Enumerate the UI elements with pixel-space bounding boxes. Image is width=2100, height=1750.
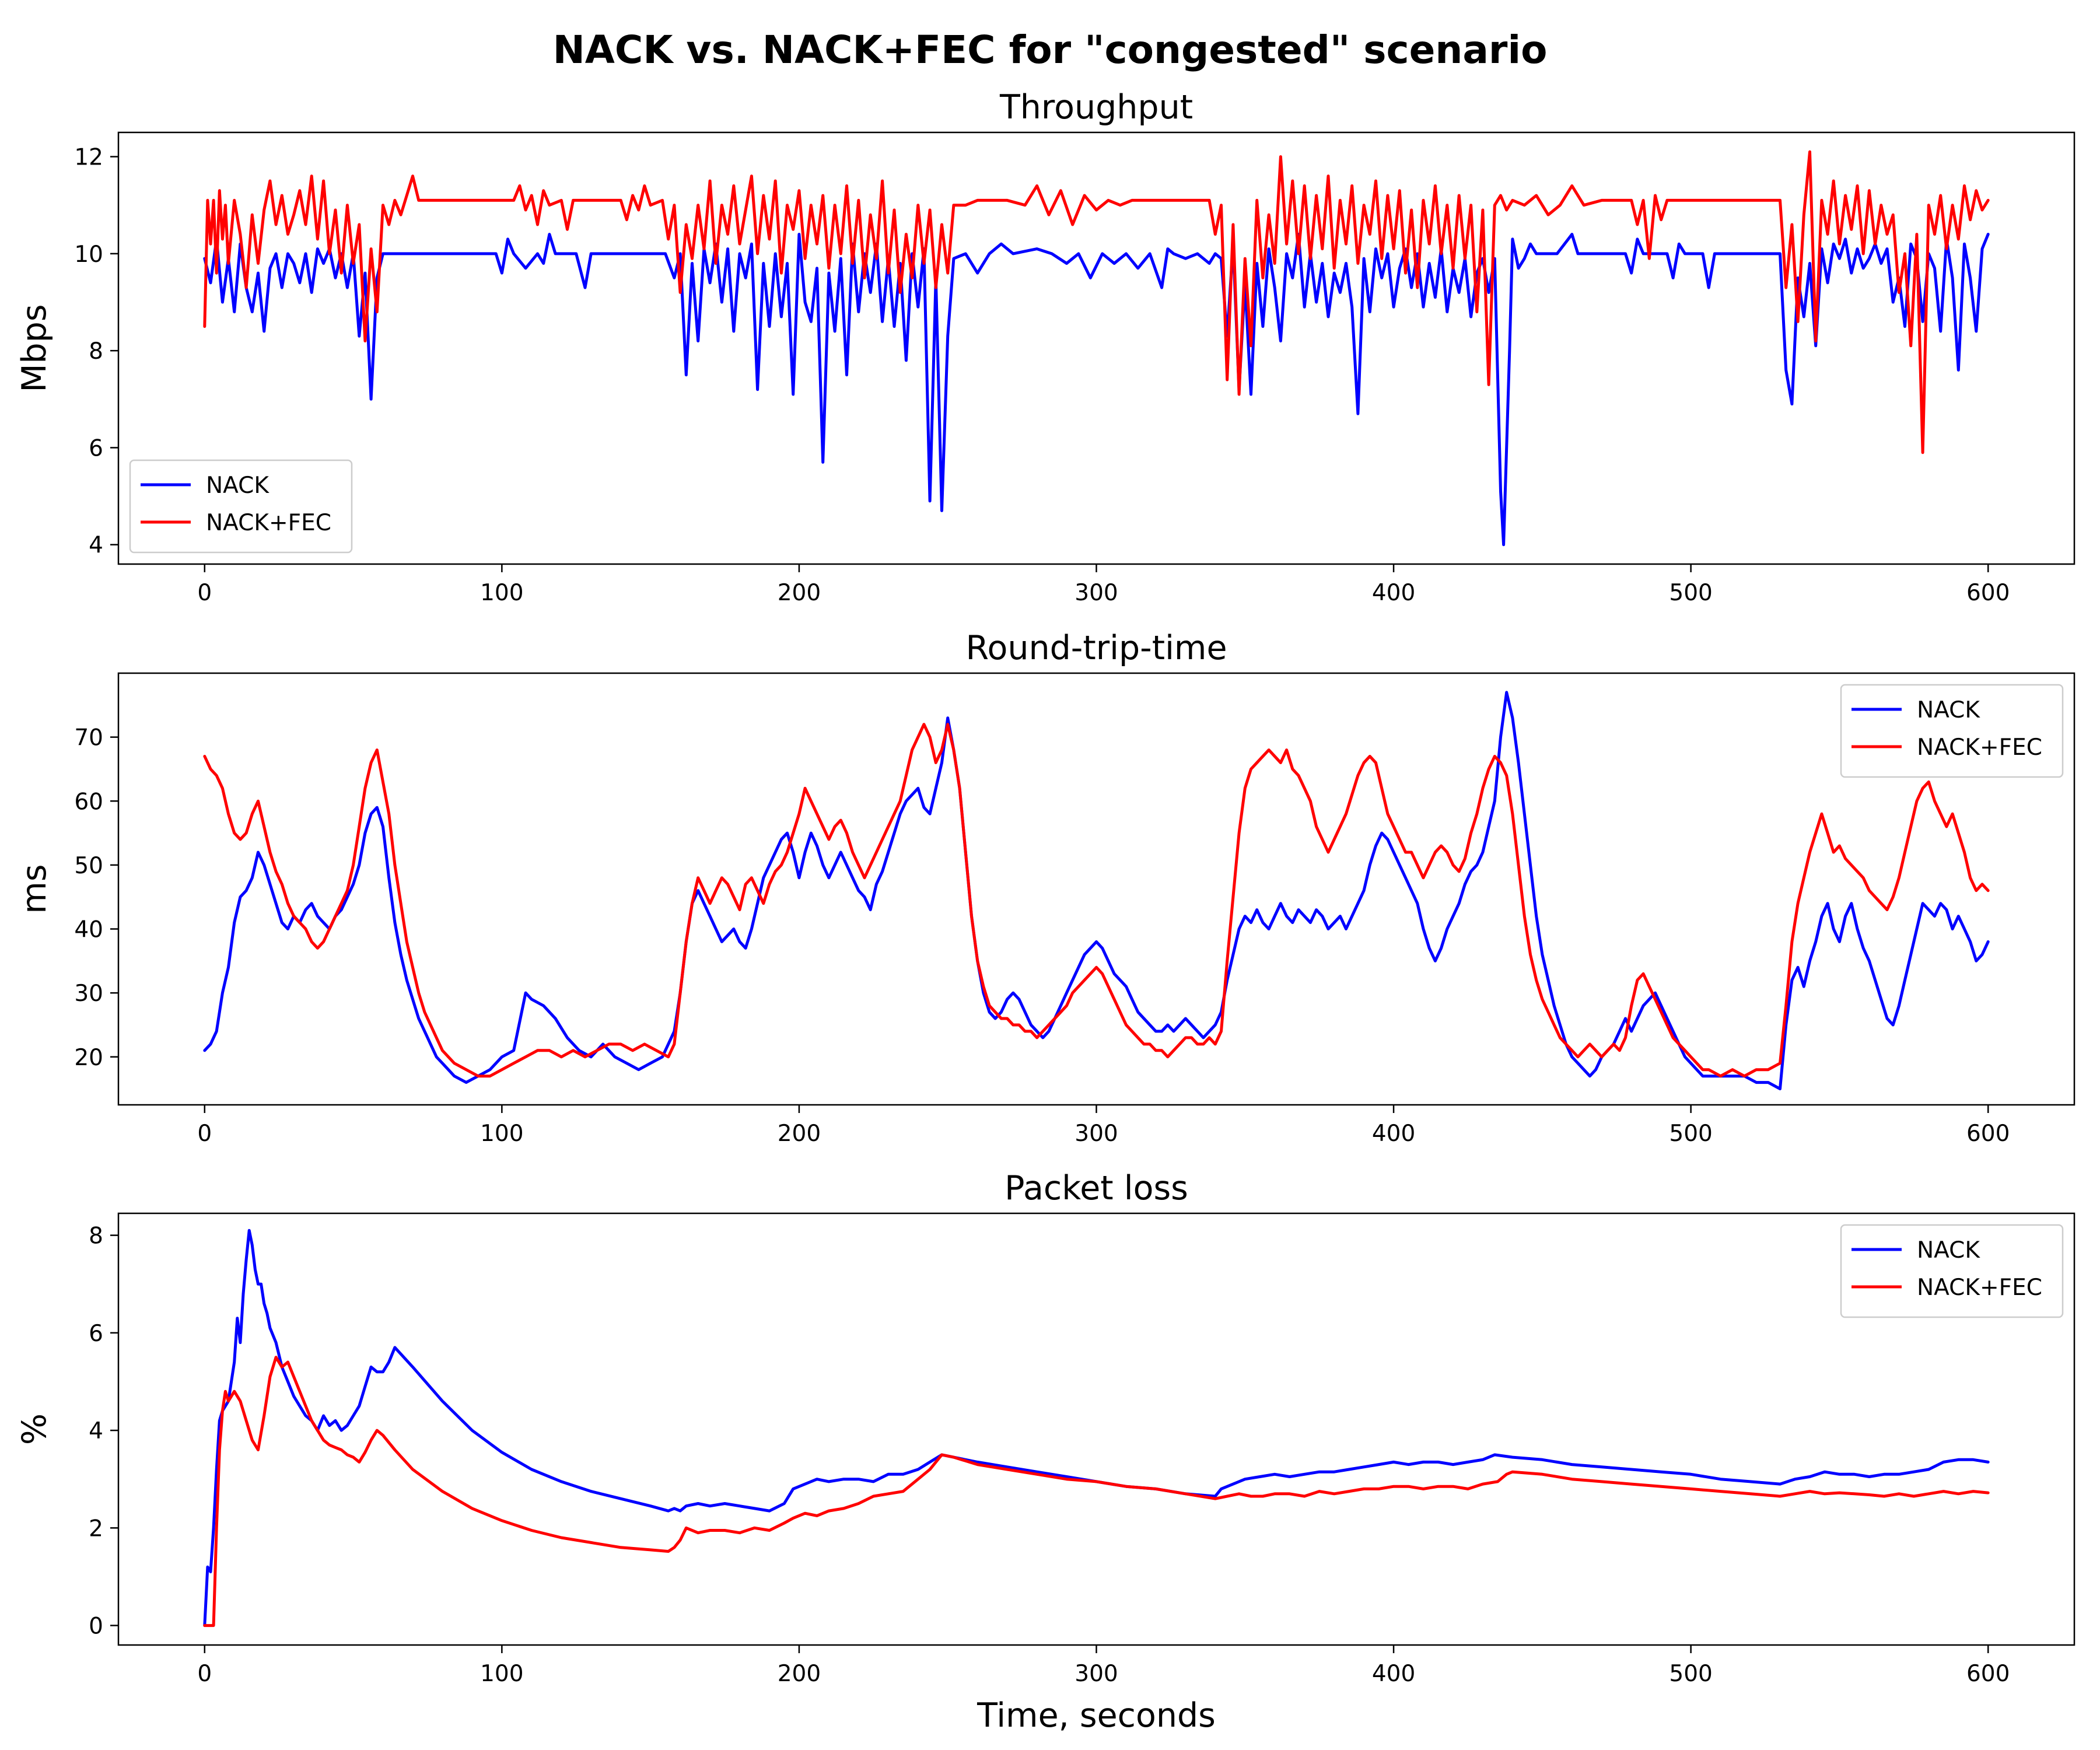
chart-3-packet-loss-ytick-label-0: 0	[89, 1614, 103, 1640]
chart-3-packet-loss-legend: NACK NACK+FEC	[1840, 1224, 2064, 1318]
chart-3-packet-loss-legend-label-nack-fec: NACK+FEC	[1917, 1275, 2042, 1301]
chart-1-throughput-legend-label-nack: NACK	[206, 473, 270, 499]
chart-3-packet-loss-ylabel: %	[15, 1413, 54, 1445]
chart-3-packet-loss-xtick-label-200: 200	[778, 1661, 821, 1687]
chart-2-round-trip-time-ytick-label-40: 40	[74, 917, 103, 943]
figure-title: NACK vs. NACK+FEC for "congested" scenar…	[553, 27, 1548, 72]
subplots: 0 100 200 300 400 500 6004681012ThroughputMbps…	[15, 88, 2076, 1735]
chart-2-round-trip-time-ytick-label-70: 70	[74, 725, 103, 751]
chart-1-throughput-ylabel: Mbps	[15, 304, 54, 392]
chart-3-packet-loss-line-nack-fec	[203, 1356, 1990, 1628]
chart-3-packet-loss-xtick-label-600: 600	[1966, 1661, 2010, 1687]
chart-1-throughput-ytick-label-4: 4	[89, 533, 103, 559]
chart-3-packet-loss-ytick-label-2: 2	[89, 1516, 103, 1542]
chart-2-round-trip-time-xtick-label-200: 200	[778, 1121, 821, 1147]
chart-3-packet-loss-xtick-label-0: 0	[197, 1661, 212, 1687]
chart-1-throughput-ytick-label-6: 6	[89, 435, 103, 461]
chart-1-throughput-title: Throughput	[999, 88, 1193, 127]
chart-1-throughput-xtick-label-0: 0	[197, 580, 212, 606]
chart-2-round-trip-time-xtick-label-100: 100	[480, 1121, 523, 1147]
chart-2-round-trip-time-legend-label-nack-fec: NACK+FEC	[1917, 734, 2042, 761]
chart-3-packet-loss-xtick-label-100: 100	[480, 1661, 523, 1687]
chart-2-round-trip-time: 0 100 200 300 400 500 600 20 30 40 50 60 70 Round-tri…	[15, 629, 2076, 1147]
chart-1-throughput-xtick-label-300: 300	[1074, 580, 1118, 606]
chart-1-throughput-ytick-label-8: 8	[89, 338, 103, 365]
chart-1-throughput-line-nack-fec	[203, 150, 1990, 454]
chart-2-round-trip-time-line-nack	[203, 691, 1990, 1091]
chart-3-packet-loss-ytick-label-6: 6	[89, 1321, 103, 1347]
chart-2-round-trip-time-title: Round-trip-time	[965, 629, 1227, 667]
chart-2-round-trip-time-xtick-label-300: 300	[1074, 1121, 1118, 1147]
chart-2-round-trip-time-plot-frame	[117, 672, 2076, 1106]
chart-2-round-trip-time-ytick-label-20: 20	[74, 1045, 103, 1071]
chart-1-throughput-xtick-label-200: 200	[778, 580, 821, 606]
chart-2-round-trip-time-legend-label-nack: NACK	[1917, 697, 1980, 723]
chart-3-packet-loss-line-nack	[203, 1228, 1990, 1628]
chart-1-throughput: 0 100 200 300 400 500 600 4 6 8 10 12 Throughput Mbps…	[15, 88, 2076, 606]
chart-2-round-trip-time-series-group	[203, 691, 1990, 1091]
chart-1-throughput-xtick-label-400: 400	[1372, 580, 1415, 606]
chart-3-packet-loss-xtick-label-400: 400	[1372, 1661, 1415, 1687]
chart-3-packet-loss-ytick-label-8: 8	[89, 1223, 103, 1250]
chart-2-round-trip-time-xtick-label-600: 600	[1966, 1121, 2010, 1147]
chart-3-packet-loss-plot-frame	[117, 1212, 2076, 1646]
chart-3-packet-loss-title: Packet loss	[1005, 1169, 1188, 1208]
chart-2-round-trip-time-line-nack-fec	[203, 723, 1990, 1078]
chart-1-throughput-plot-frame	[117, 131, 2076, 565]
chart-3-packet-loss-xtick-label-500: 500	[1669, 1661, 1712, 1687]
chart-2-round-trip-time-ytick-label-60: 60	[74, 789, 103, 815]
chart-1-throughput-line-nack	[203, 233, 1990, 547]
chart-3-packet-loss-series-group	[203, 1228, 1990, 1628]
chart-1-throughput-legend-label-nack-fec: NACK+FEC	[206, 510, 331, 536]
chart-3-packet-loss-legend-label-nack: NACK	[1917, 1237, 1980, 1264]
chart-1-throughput-series-group	[203, 150, 1990, 547]
chart-2-round-trip-time-xtick-label-500: 500	[1669, 1121, 1712, 1147]
chart-2-round-trip-time-xtick-label-400: 400	[1372, 1121, 1415, 1147]
chart-3-packet-loss-xtick-label-300: 300	[1074, 1661, 1118, 1687]
chart-2-round-trip-time-legend: NACK NACK+FEC	[1840, 684, 2064, 778]
chart-1-throughput-ytick-label-12: 12	[74, 145, 103, 171]
chart-1-throughput-xtick-label-500: 500	[1669, 580, 1712, 606]
chart-3-packet-loss-xlabel: Time, seconds	[977, 1696, 1216, 1735]
chart-2-round-trip-time-ylabel: ms	[15, 864, 54, 914]
chart-1-throughput-legend: NACK NACK+FEC	[129, 459, 353, 554]
chart-3-packet-loss-ytick-label-4: 4	[89, 1418, 103, 1444]
chart-2-round-trip-time-ytick-label-50: 50	[74, 853, 103, 879]
chart-2-round-trip-time-xtick-label-0: 0	[197, 1121, 212, 1147]
chart-1-throughput-ytick-label-10: 10	[74, 242, 103, 268]
chart-2-round-trip-time-ytick-label-30: 30	[74, 981, 103, 1007]
chart-3-packet-loss: 0 100 200 300 400 500 600 0 2 4 6 8 Packet loss% Time…	[15, 1169, 2076, 1735]
chart-1-throughput-xtick-label-600: 600	[1966, 580, 2010, 606]
chart-1-throughput-xtick-label-100: 100	[480, 580, 523, 606]
